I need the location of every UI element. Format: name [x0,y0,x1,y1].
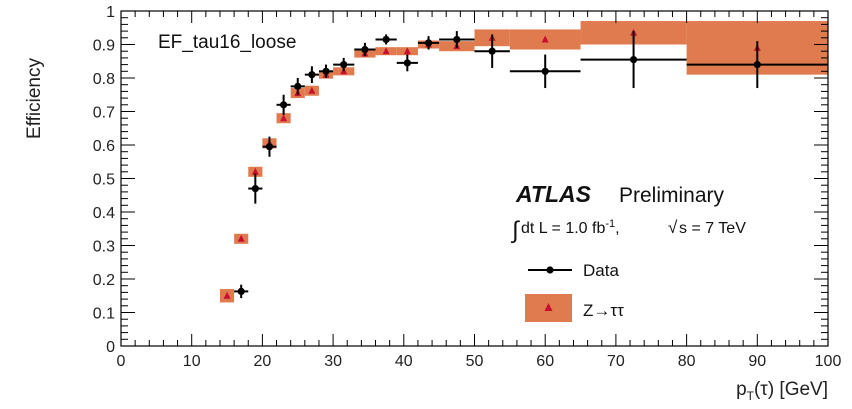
axis-ticks-layer: 0 10 20 30 40 50 60 70 80 90 100 0 0.1 0.2 0.3 0.4 0.5 0.… [93,4,842,370]
x-tick-label: 0 [117,353,126,370]
data-point [340,61,348,69]
data-point [403,59,411,67]
x-tick-label: 90 [748,353,766,370]
data-point [251,184,259,193]
data-point [294,82,302,90]
y-tick-label: 0.8 [93,71,115,88]
x-tick-label: 40 [395,353,413,370]
mc-marker [280,114,288,122]
mc-marker [223,291,231,299]
mc-marker [308,86,316,94]
chart-title: EF_tau16_loose [158,32,296,53]
luminosity-text: dt L = 1.0 fb-1, [521,218,620,237]
legend: Data Z→ττ [525,261,624,322]
data-point [424,39,433,47]
x-tick-label: 70 [607,353,625,370]
y-tick-label: 0.5 [93,172,115,189]
y-tick-label: 0.1 [93,306,115,323]
energy-text: s = 7 TeV [679,220,746,237]
mc-marker [237,234,245,242]
data-point [453,35,461,44]
mc-marker [541,35,549,43]
y-tick-label: 0.9 [93,38,115,55]
data-point [488,47,496,55]
y-axis-title: Efficiency [24,58,45,139]
mc-marker [403,47,411,55]
mc-band-layer [219,21,828,303]
data-point [322,67,330,75]
atlas-label: ATLAS [515,181,592,207]
x-tick-label: 30 [324,353,342,370]
mc-marker [251,167,259,175]
data-point [753,61,761,69]
legend-mc-marker [544,303,553,311]
data-point [382,35,390,44]
data-point [361,45,369,54]
preliminary-label: Preliminary [619,184,725,207]
data-point [280,101,288,109]
data-point [308,71,316,79]
y-tick-label: 1 [106,4,115,21]
y-tick-label: 0.2 [93,272,115,289]
y-tick-label: 0.6 [93,138,115,155]
data-point [237,287,245,295]
x-tick-label: 60 [536,353,554,370]
data-point [541,67,549,75]
data-point [265,143,274,151]
y-tick-label: 0.3 [93,239,115,256]
y-tick-label: 0.7 [93,105,115,122]
x-axis-title: pT(τ) [GeV] [736,379,828,403]
data-points-layer [234,31,828,299]
x-tick-label: 20 [254,353,272,370]
integral-symbol: ∫ [510,217,520,244]
y-tick-label: 0.4 [93,205,115,222]
x-tick-label: 50 [466,353,484,370]
legend-mc-label: Z→ττ [583,301,624,320]
sqrt-symbol: √ [668,218,678,237]
y-tick-label: 0 [106,339,115,356]
x-tick-label: 10 [183,353,201,370]
data-point [629,55,638,64]
mc-marker [382,47,390,55]
legend-data-marker [546,266,554,274]
x-tick-label: 80 [678,353,696,370]
legend-data-label: Data [583,261,619,280]
x-tick-label: 100 [815,353,842,370]
